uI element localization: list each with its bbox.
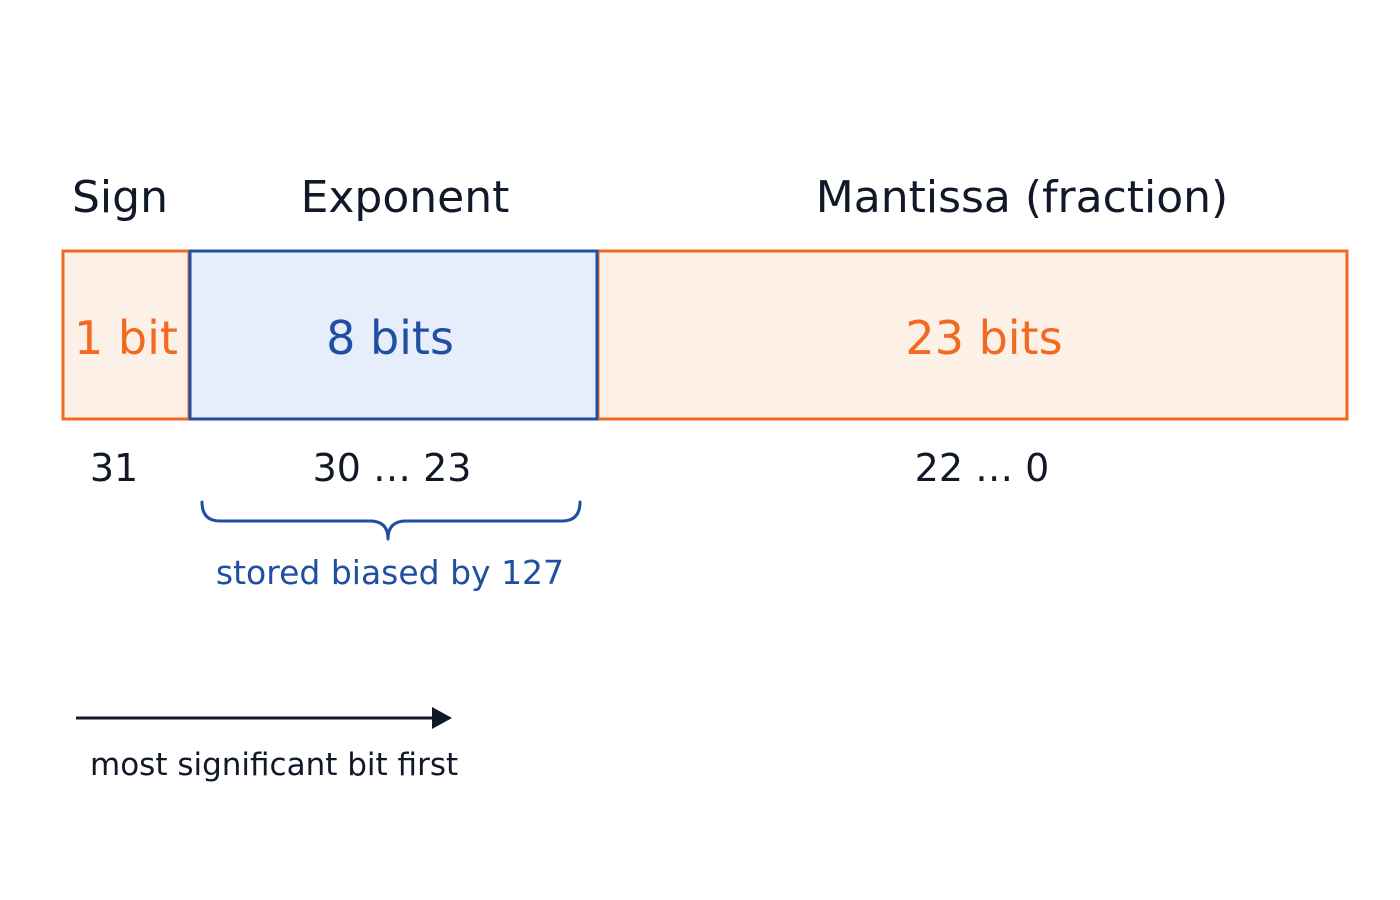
exponent-box bbox=[188, 249, 599, 421]
mantissa-range-label: 22 … 0 bbox=[915, 446, 1050, 490]
sign-title: Sign bbox=[72, 172, 168, 223]
sign-bits-label: 1 bit bbox=[74, 311, 178, 365]
mantissa-bits-label: 23 bits bbox=[905, 311, 1062, 365]
mantissa-box bbox=[596, 249, 1349, 421]
exponent-brace bbox=[200, 500, 582, 541]
mantissa-title: Mantissa (fraction) bbox=[816, 172, 1228, 223]
sign-range-label: 31 bbox=[90, 446, 138, 490]
exponent-title: Exponent bbox=[301, 172, 510, 223]
sign-box bbox=[61, 249, 191, 421]
arrow-head bbox=[432, 707, 452, 729]
bias-note: stored biased by 127 bbox=[216, 553, 564, 592]
exponent-bits-label: 8 bits bbox=[326, 311, 454, 365]
direction-label: most significant bit first bbox=[90, 747, 458, 783]
direction-arrow bbox=[76, 707, 452, 729]
exponent-range-label: 30 … 23 bbox=[313, 446, 472, 490]
